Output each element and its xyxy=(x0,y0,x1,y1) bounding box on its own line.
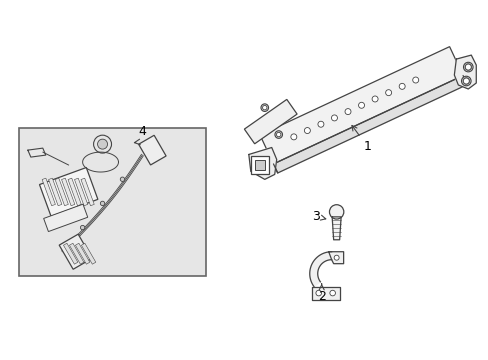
Polygon shape xyxy=(138,135,166,165)
Circle shape xyxy=(331,115,337,121)
Circle shape xyxy=(462,78,468,84)
Circle shape xyxy=(333,255,339,260)
Circle shape xyxy=(98,139,107,149)
Circle shape xyxy=(262,105,266,110)
Circle shape xyxy=(100,201,104,206)
Circle shape xyxy=(276,132,280,137)
Polygon shape xyxy=(74,178,87,206)
Polygon shape xyxy=(311,287,339,300)
Circle shape xyxy=(463,62,472,72)
Circle shape xyxy=(315,290,321,296)
Polygon shape xyxy=(28,148,46,157)
Polygon shape xyxy=(250,157,268,174)
Polygon shape xyxy=(55,178,68,206)
Polygon shape xyxy=(244,99,297,144)
Text: 3: 3 xyxy=(311,210,325,223)
Polygon shape xyxy=(254,161,264,170)
Polygon shape xyxy=(48,178,62,206)
Circle shape xyxy=(398,84,405,89)
Circle shape xyxy=(345,109,350,114)
Polygon shape xyxy=(309,252,331,287)
Circle shape xyxy=(385,90,391,96)
Polygon shape xyxy=(328,252,343,264)
Polygon shape xyxy=(63,243,78,264)
Circle shape xyxy=(80,225,84,230)
Text: 2: 2 xyxy=(317,284,325,302)
Polygon shape xyxy=(40,167,98,216)
Polygon shape xyxy=(248,148,276,179)
Polygon shape xyxy=(68,178,81,206)
Circle shape xyxy=(464,64,470,70)
Circle shape xyxy=(358,102,364,108)
Circle shape xyxy=(465,64,470,70)
Polygon shape xyxy=(75,243,90,264)
Circle shape xyxy=(329,290,335,296)
Circle shape xyxy=(120,177,124,181)
Polygon shape xyxy=(81,178,94,206)
Polygon shape xyxy=(453,55,475,89)
Polygon shape xyxy=(69,243,83,264)
Polygon shape xyxy=(260,47,462,164)
Circle shape xyxy=(412,77,418,83)
Circle shape xyxy=(317,121,323,127)
Text: 1: 1 xyxy=(351,126,371,153)
Circle shape xyxy=(462,78,468,84)
Circle shape xyxy=(304,127,310,134)
Polygon shape xyxy=(81,243,96,264)
Polygon shape xyxy=(59,234,92,269)
Circle shape xyxy=(290,134,296,140)
Circle shape xyxy=(329,205,343,219)
Circle shape xyxy=(461,76,470,86)
Bar xyxy=(19,128,206,276)
Circle shape xyxy=(261,104,268,112)
Polygon shape xyxy=(42,178,55,206)
Polygon shape xyxy=(43,204,87,231)
Circle shape xyxy=(274,131,282,138)
Circle shape xyxy=(371,96,377,102)
Polygon shape xyxy=(61,178,75,206)
Text: 4: 4 xyxy=(138,125,146,138)
Polygon shape xyxy=(331,217,341,240)
Polygon shape xyxy=(273,76,467,173)
